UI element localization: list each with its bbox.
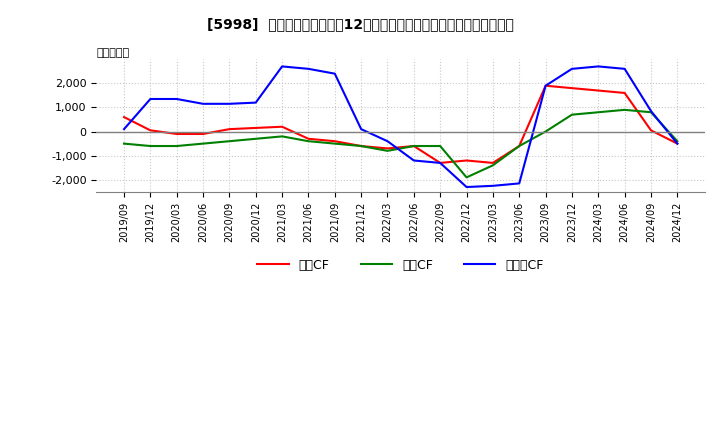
フリーCF [673,141,682,146]
フリーCF [251,100,260,105]
営業CF [436,160,444,165]
フリーCF [489,183,498,188]
フリーCF [357,126,366,132]
営業CF [383,146,392,151]
投資CF [489,163,498,168]
投資CF [357,143,366,149]
投資CF [673,139,682,144]
フリーCF [225,101,234,106]
投資CF [199,141,207,146]
フリーCF [410,158,418,163]
営業CF [541,83,550,88]
フリーCF [515,181,523,186]
フリーCF [647,108,655,114]
営業CF [567,85,576,91]
投資CF [410,143,418,149]
投資CF [383,148,392,154]
投資CF [594,110,603,115]
Line: 投資CF: 投資CF [124,110,678,177]
フリーCF [199,101,207,106]
フリーCF [594,64,603,69]
投資CF [251,136,260,141]
フリーCF [567,66,576,71]
フリーCF [330,71,339,76]
Line: フリーCF: フリーCF [124,66,678,187]
投資CF [278,134,287,139]
営業CF [594,88,603,93]
営業CF [357,143,366,149]
Legend: 営業CF, 投資CF, フリーCF: 営業CF, 投資CF, フリーCF [253,254,549,277]
Text: （百万円）: （百万円） [96,48,130,58]
営業CF [673,141,682,146]
営業CF [647,128,655,133]
フリーCF [120,126,128,132]
投資CF [515,143,523,149]
投資CF [462,175,471,180]
投資CF [567,112,576,117]
営業CF [172,131,181,136]
投資CF [120,141,128,146]
Text: [5998]  キャッシュフローの12か月移動合計の対前年同期増減額の推移: [5998] キャッシュフローの12か月移動合計の対前年同期増減額の推移 [207,18,513,32]
営業CF [410,143,418,149]
投資CF [436,143,444,149]
営業CF [225,126,234,132]
フリーCF [436,160,444,165]
Line: 営業CF: 営業CF [124,86,678,163]
投資CF [621,107,629,113]
投資CF [304,139,312,144]
営業CF [146,128,155,133]
フリーCF [278,64,287,69]
投資CF [647,110,655,115]
投資CF [330,141,339,146]
フリーCF [146,96,155,102]
フリーCF [172,96,181,102]
営業CF [278,124,287,129]
営業CF [120,114,128,120]
フリーCF [621,66,629,71]
フリーCF [383,139,392,144]
フリーCF [462,184,471,190]
営業CF [489,160,498,165]
営業CF [251,125,260,131]
営業CF [304,136,312,141]
フリーCF [304,66,312,71]
フリーCF [541,83,550,88]
営業CF [199,131,207,136]
営業CF [330,139,339,144]
投資CF [541,129,550,134]
投資CF [146,143,155,149]
投資CF [225,139,234,144]
営業CF [515,143,523,149]
投資CF [172,143,181,149]
営業CF [462,158,471,163]
営業CF [621,90,629,95]
